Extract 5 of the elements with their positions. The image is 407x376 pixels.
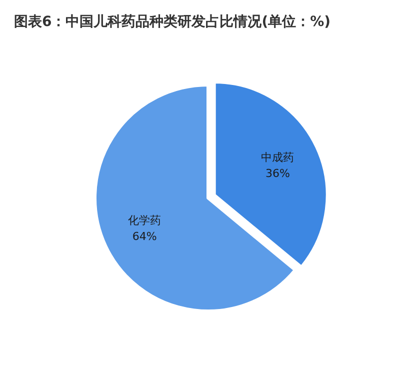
- data-label: 36%: [266, 167, 290, 180]
- data-label: 64%: [132, 230, 157, 243]
- chart-title: 图表6：中国儿科药品种类研发占比情况(单位：%): [14, 14, 331, 30]
- slice-label: 中成药: [261, 151, 294, 164]
- slice-label: 化学药: [128, 214, 162, 227]
